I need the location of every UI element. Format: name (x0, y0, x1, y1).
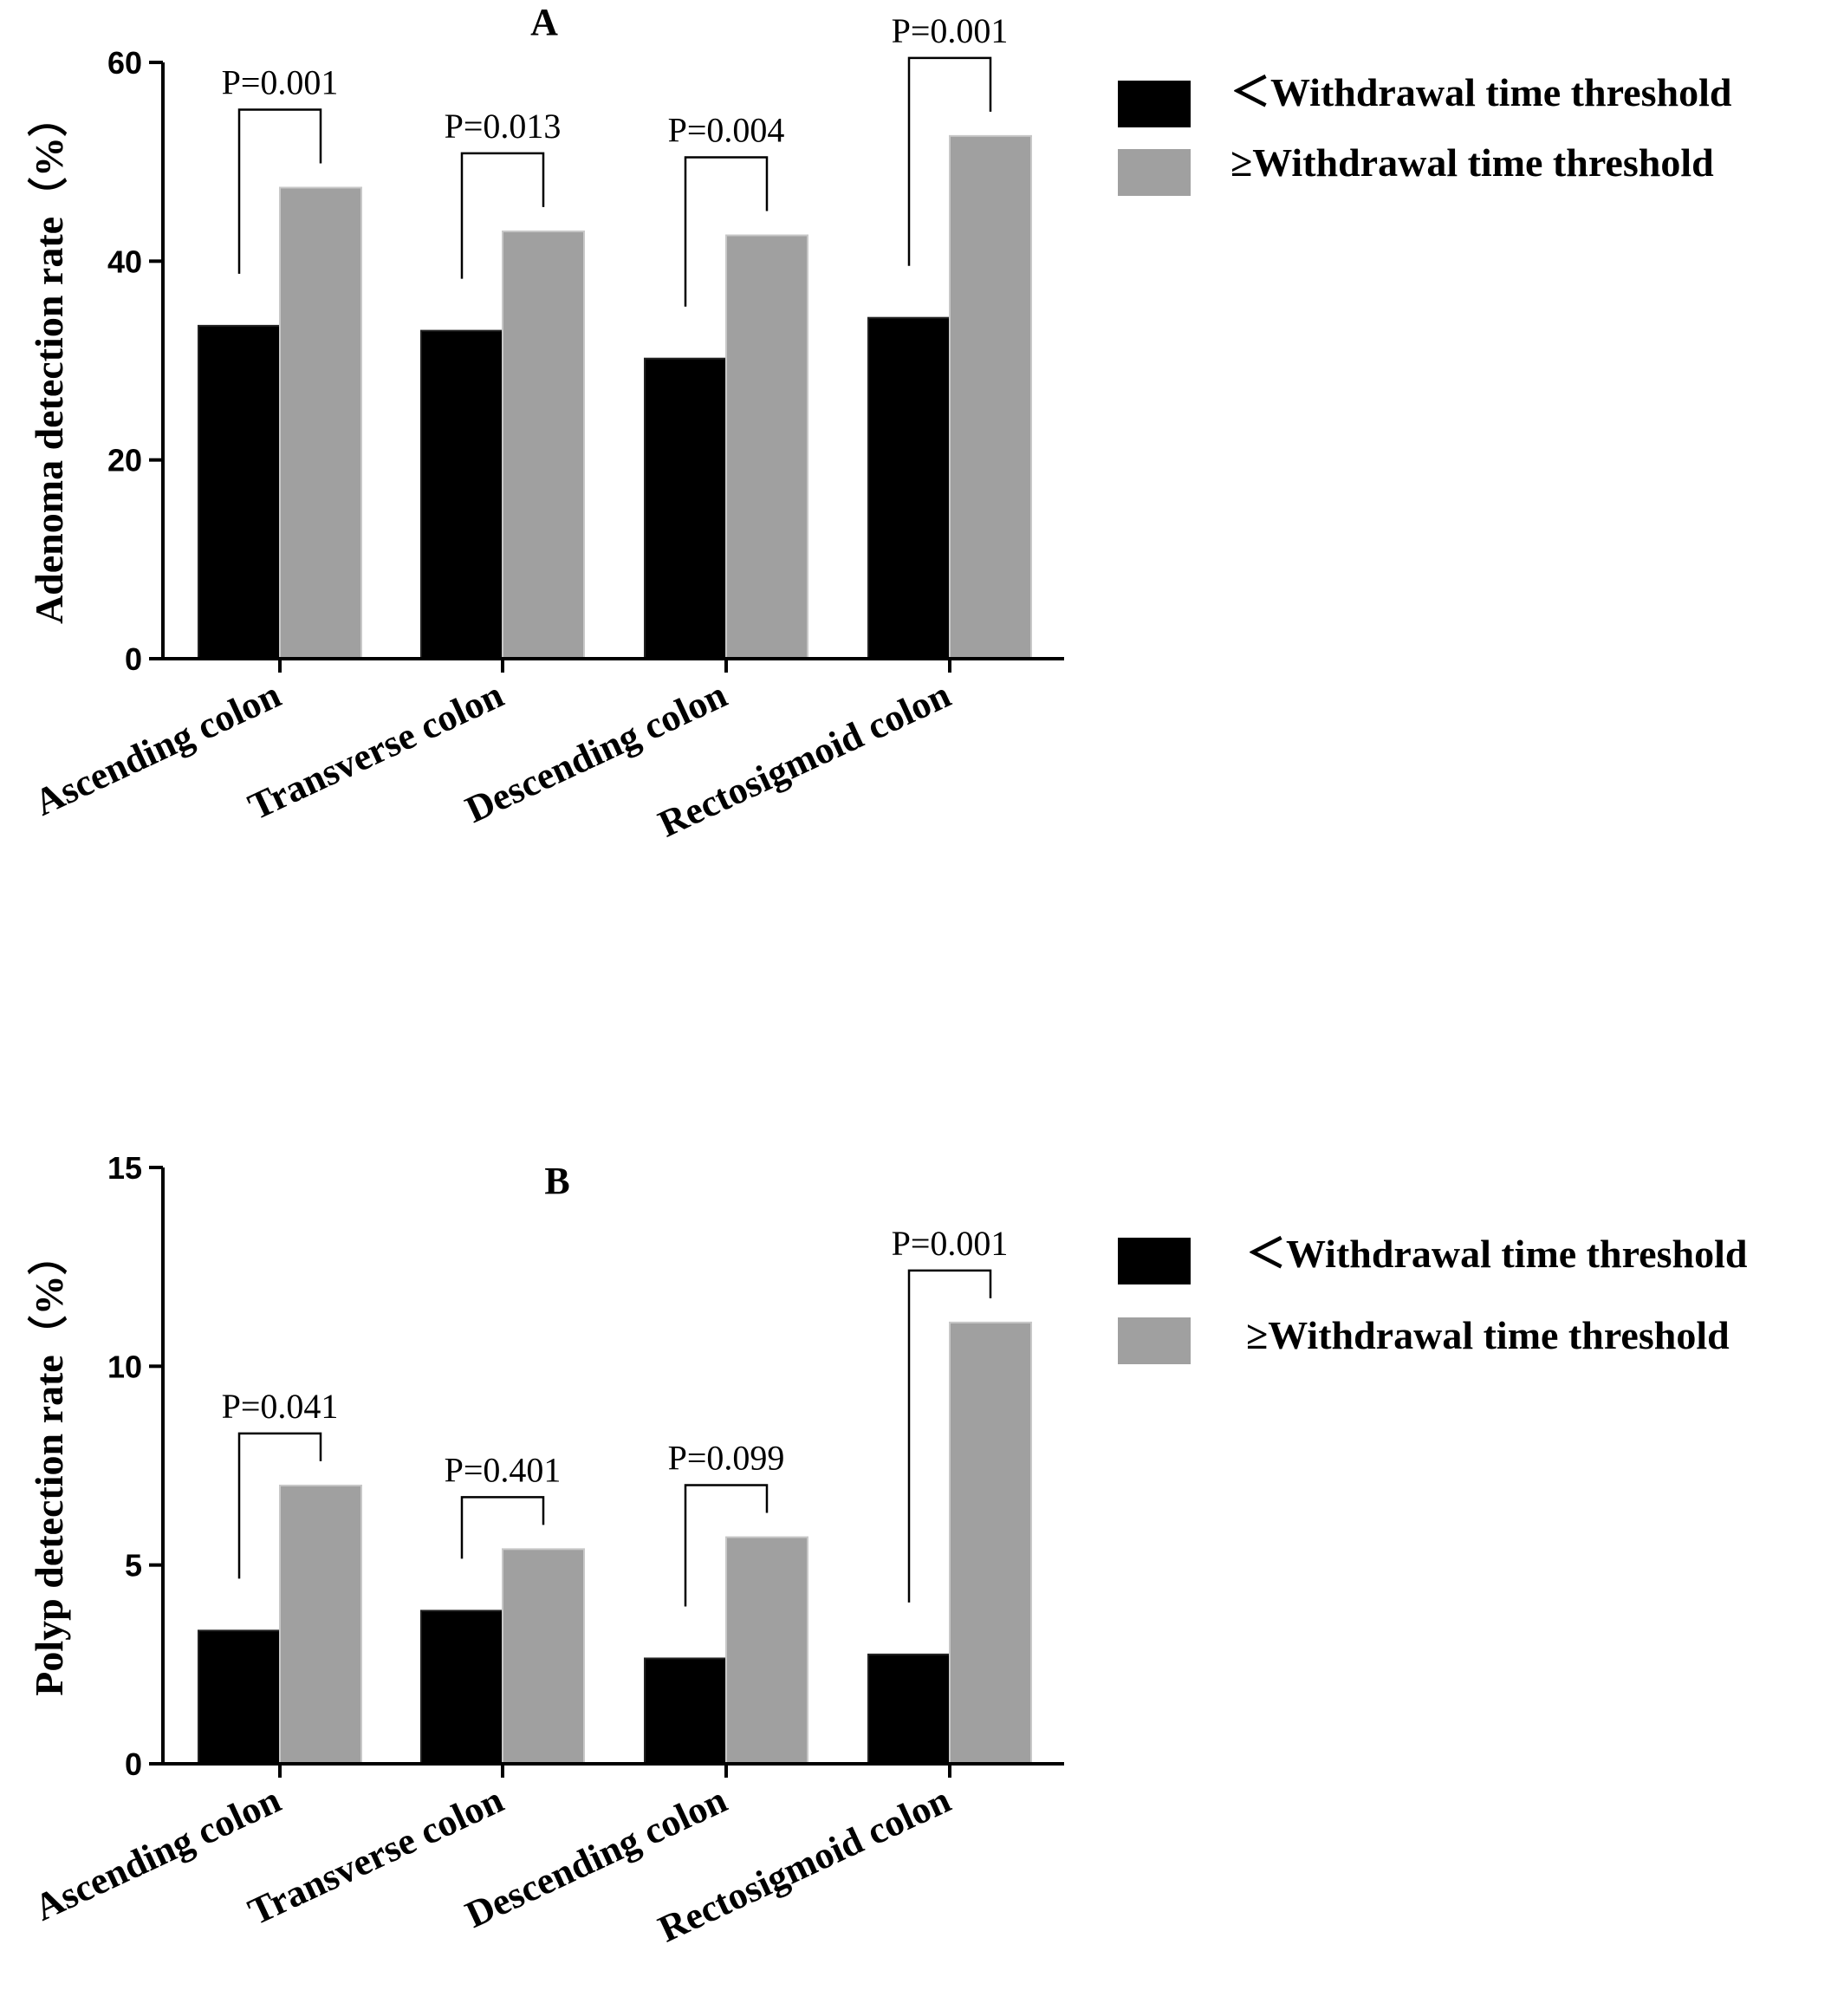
p-value-label: P=0.001 (222, 62, 339, 101)
significance-bracket (907, 1269, 992, 1603)
bar-below-threshold (867, 1653, 951, 1766)
p-value-label: P=0.099 (668, 1439, 785, 1478)
p-value-label: P=0.013 (445, 107, 562, 146)
p-value-label: P=0.001 (892, 1224, 1009, 1263)
y-tick-label: 40 (107, 244, 142, 279)
y-tick-label: 15 (107, 1150, 142, 1186)
bar-above-threshold (502, 1548, 585, 1765)
panel-label: A (530, 1, 558, 43)
bar-above-threshold (279, 1484, 362, 1766)
p-value-label: P=0.401 (445, 1450, 562, 1489)
legend-label-above: ≥Withdrawal time threshold (1230, 140, 1714, 185)
bar-above-threshold (502, 230, 585, 660)
bar-below-threshold (867, 316, 951, 660)
panel-label: B (544, 1160, 569, 1202)
legend-swatch-above (1118, 149, 1191, 196)
bar-below-threshold (644, 1657, 727, 1766)
p-value-label: P=0.004 (668, 111, 785, 150)
significance-bracket (907, 56, 992, 266)
y-tick-label: 0 (125, 1746, 142, 1782)
legend-label-below: ＜Withdrawal time threshold (1246, 1232, 1748, 1276)
p-value-label: P=0.041 (222, 1387, 339, 1426)
y-axis-title: Adenoma detection rate（%） (27, 97, 71, 624)
bar-above-threshold (949, 1321, 1032, 1765)
y-tick-label: 5 (125, 1548, 142, 1584)
bar-above-threshold (279, 186, 362, 660)
legend-swatch-above (1118, 1317, 1191, 1364)
bar-above-threshold (949, 134, 1032, 660)
significance-bracket (460, 1496, 545, 1559)
legend-label-below: ＜Withdrawal time threshold (1230, 70, 1732, 114)
significance-bracket (684, 1484, 769, 1607)
y-tick-label: 20 (107, 443, 142, 478)
bar-below-threshold (420, 329, 503, 660)
legend-swatch-below (1118, 1238, 1191, 1284)
bar-below-threshold (420, 1610, 503, 1765)
y-tick-label: 0 (125, 641, 142, 677)
significance-bracket (460, 152, 545, 279)
legend-label-above: ≥Withdrawal time threshold (1246, 1313, 1730, 1357)
significance-bracket (237, 108, 322, 274)
significance-bracket (684, 156, 769, 307)
y-tick-label: 10 (107, 1349, 142, 1384)
bar-below-threshold (644, 357, 727, 660)
y-axis-title: Polyp detection rate（%） (27, 1235, 71, 1695)
y-tick-label: 60 (107, 45, 142, 81)
significance-bracket (237, 1432, 322, 1579)
bar-above-threshold (725, 234, 808, 660)
legend-swatch-below (1118, 81, 1191, 127)
bar-below-threshold (198, 1629, 281, 1766)
p-value-label: P=0.001 (892, 11, 1009, 50)
bar-above-threshold (725, 1536, 808, 1766)
bar-below-threshold (198, 324, 281, 660)
